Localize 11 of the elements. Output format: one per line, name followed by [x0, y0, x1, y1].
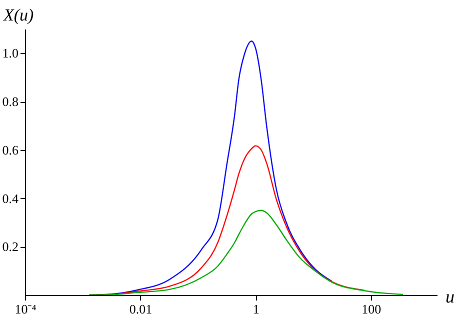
y-axis-title: X(u) [2, 6, 34, 24]
x-tick-label: 0.01 [129, 302, 152, 316]
y-tick-label: 1.0 [2, 46, 18, 61]
y-tick-label: 0.4 [2, 190, 19, 206]
x-tick-label: 1 [252, 302, 260, 316]
x-tick-label: 10⁻⁴ [14, 302, 37, 316]
y-tick-label: 0.8 [2, 94, 18, 110]
y-tick-label: 0.2 [2, 239, 18, 254]
x-tick-label: 100 [362, 302, 382, 316]
y-tick-label: 0.6 [2, 142, 19, 158]
x-axis-title: u [446, 286, 454, 306]
